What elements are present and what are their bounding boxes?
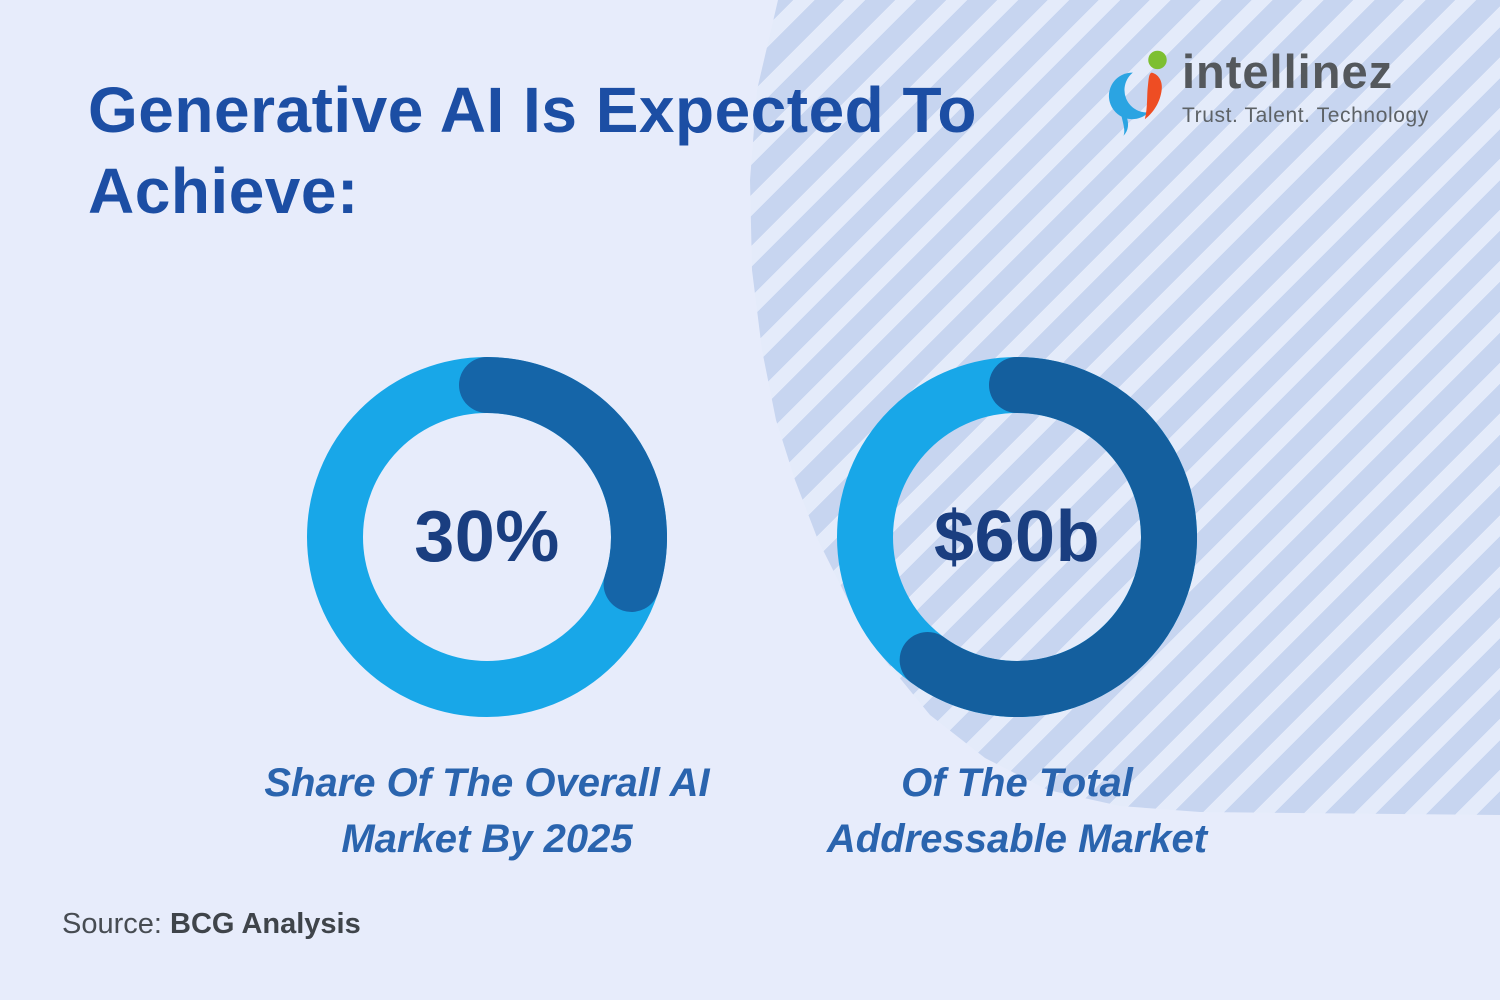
donut-chart-ai-market-share-svg: [307, 357, 667, 717]
donut-chart-ai-market-share: 30% Share Of The Overall AI Market By 20…: [264, 357, 710, 861]
logo-text-block: intellinez Trust. Talent. Technology: [1182, 46, 1429, 128]
source-name: BCG Analysis: [170, 908, 361, 940]
page-title: Generative AI Is Expected To Achieve:: [88, 70, 977, 233]
donut-caption: Of The Total Addressable Market: [727, 755, 1307, 867]
donut-chart-addressable-market-svg: [837, 357, 1197, 717]
donut-caption-line-2: Market By 2025: [341, 817, 633, 861]
donut-value-label: $60b: [933, 497, 1101, 577]
donut-caption-line-2: Addressable Market: [826, 817, 1208, 861]
intellinez-logo: intellinez Trust. Talent. Technology: [1106, 46, 1429, 138]
page-title-line-1: Generative AI Is Expected To: [88, 74, 977, 146]
donut-value-label: 30%: [414, 497, 560, 577]
donut-arc: [459, 357, 667, 612]
logo-tagline: Trust. Talent. Technology: [1182, 103, 1429, 127]
source-attribution: Source: BCG Analysis: [62, 908, 361, 941]
page-title-line-2: Achieve:: [88, 155, 359, 228]
donut-caption: Share Of The Overall AI Market By 2025: [197, 755, 777, 867]
donut-caption-line-1: Of The Total: [901, 761, 1133, 805]
donut-caption-line-1: Share Of The Overall AI: [264, 761, 710, 805]
donut-arc: [899, 357, 1197, 717]
logo-wordmark: intellinez: [1182, 45, 1394, 98]
source-prefix: Source:: [62, 908, 162, 940]
intellinez-logo-icon: [1108, 50, 1167, 136]
donut-chart-addressable-market: $60b Of The Total Addressable Market: [827, 357, 1207, 861]
